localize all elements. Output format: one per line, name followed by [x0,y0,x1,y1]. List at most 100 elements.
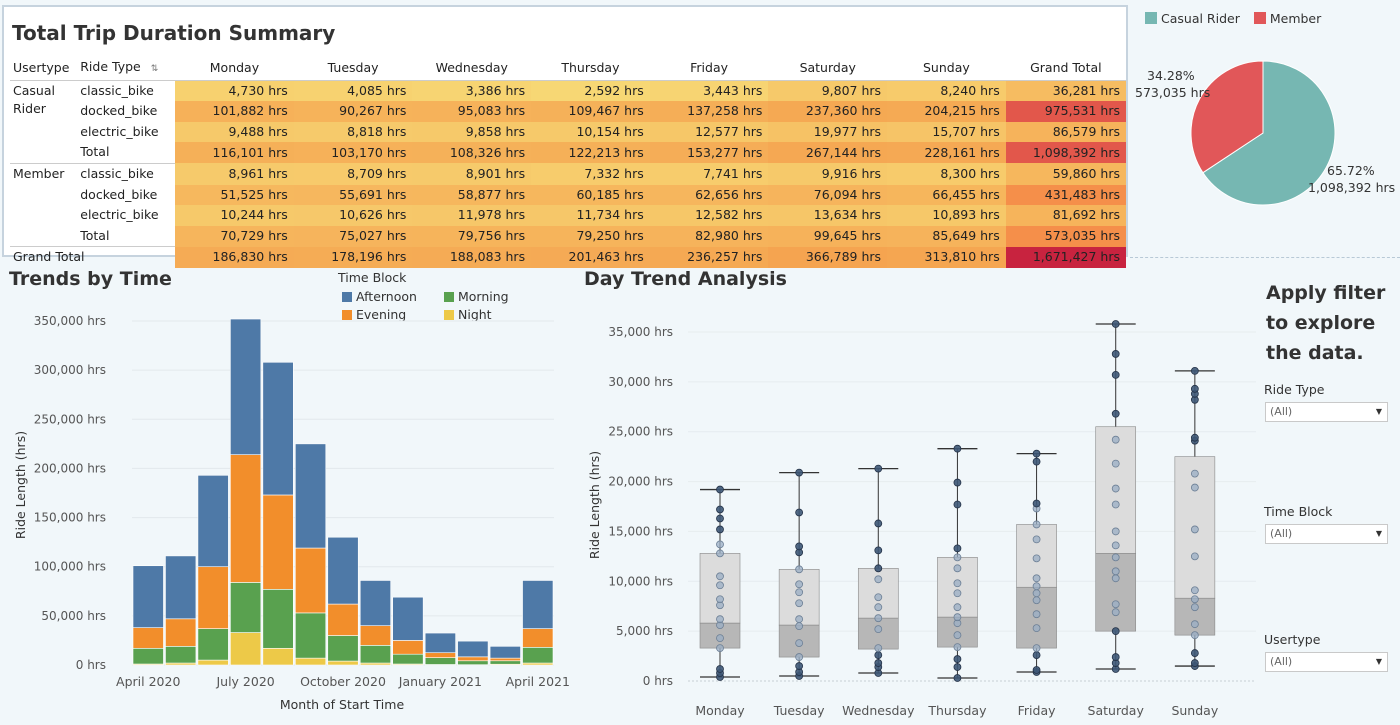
day-header[interactable]: Friday [649,57,769,81]
bar-segment[interactable] [132,565,164,628]
data-point[interactable] [1111,567,1120,576]
day-header[interactable]: Monday [175,57,294,81]
value-cell[interactable]: 975,531 hrs [1005,101,1126,122]
value-cell[interactable]: 51,525 hrs [175,184,294,206]
ride-type-cell[interactable]: docked_bike [80,103,158,119]
value-cell[interactable]: 79,250 hrs [531,225,650,247]
data-point[interactable] [1032,535,1041,544]
value-cell[interactable]: 99,645 hrs [768,225,888,247]
value-cell[interactable]: 101,882 hrs [175,101,294,122]
data-point[interactable] [795,622,804,631]
value-cell[interactable]: 366,789 hrs [768,246,888,268]
sort-icon[interactable]: ⇅ [150,64,159,74]
ride-type-dropdown[interactable]: (All) ▼ [1265,402,1388,422]
bar-segment[interactable] [262,361,294,496]
day-header[interactable]: Saturday [768,57,888,81]
data-point[interactable] [953,444,962,453]
data-point[interactable] [1190,384,1199,393]
data-point[interactable] [874,659,883,667]
usertype-header[interactable]: Usertype [10,57,78,81]
data-point[interactable] [1190,469,1199,478]
data-point[interactable] [1032,589,1041,598]
value-cell[interactable]: 90,267 hrs [293,101,413,122]
bar-segment[interactable] [424,657,456,665]
data-point[interactable] [1111,553,1120,562]
data-point[interactable] [716,540,724,549]
bar-segment[interactable] [262,494,294,590]
data-point[interactable] [1111,527,1120,536]
bar-segment[interactable] [230,582,262,633]
value-cell[interactable]: 70,729 hrs [175,225,294,247]
value-cell[interactable]: 8,709 hrs [293,163,413,185]
bar-segment[interactable] [165,555,197,620]
data-point[interactable] [716,595,724,604]
data-point[interactable] [953,663,962,671]
data-point[interactable] [1032,651,1041,659]
bar-segment[interactable] [165,618,197,647]
bar-segment[interactable] [197,628,229,661]
data-point[interactable] [716,549,724,558]
value-cell[interactable]: 8,300 hrs [887,163,1006,185]
bar-segment[interactable] [327,603,359,636]
value-cell[interactable]: 8,901 hrs [412,163,532,185]
data-point[interactable] [1032,499,1041,508]
data-point[interactable] [1032,644,1041,652]
data-point[interactable] [1111,627,1120,636]
value-cell[interactable]: 8,240 hrs [887,80,1006,102]
bar-segment[interactable] [489,657,521,662]
data-point[interactable] [716,644,724,652]
ride-type-header[interactable]: Ride Type ⇅ [77,57,176,81]
data-point[interactable] [953,643,962,651]
data-point[interactable] [953,544,962,553]
data-point[interactable] [1111,459,1120,468]
value-cell[interactable]: 4,730 hrs [175,80,294,102]
time-block-dropdown[interactable]: (All) ▼ [1265,524,1388,544]
usertype-cell[interactable]: Casual Rider [10,80,78,164]
bar-segment[interactable] [392,596,424,641]
data-point[interactable] [716,572,724,581]
value-cell[interactable]: 62,656 hrs [649,184,769,206]
value-cell[interactable]: 116,101 hrs [175,142,294,164]
data-point[interactable] [953,631,962,640]
value-cell[interactable]: 103,170 hrs [293,142,413,164]
value-cell[interactable]: 122,213 hrs [531,142,650,164]
data-point[interactable] [716,505,724,514]
value-cell[interactable]: 431,483 hrs [1005,184,1126,206]
data-point[interactable] [874,644,883,652]
data-point[interactable] [795,588,804,597]
value-cell[interactable]: 313,810 hrs [887,246,1006,268]
data-point[interactable] [1190,603,1199,612]
data-point[interactable] [1032,582,1041,591]
data-point[interactable] [1190,483,1199,492]
bar-segment[interactable] [262,589,294,649]
data-point[interactable] [874,614,883,623]
legend-item-evening[interactable]: Evening [342,306,406,324]
value-cell[interactable]: 75,027 hrs [293,225,413,247]
value-cell[interactable]: 11,734 hrs [531,205,650,226]
value-cell[interactable]: 186,830 hrs [175,246,294,268]
value-cell[interactable]: 1,098,392 hrs [1005,142,1126,164]
ride-type-cell[interactable]: electric_bike [80,123,159,139]
value-cell[interactable]: 9,488 hrs [175,121,294,143]
value-cell[interactable]: 11,978 hrs [412,205,532,226]
bar-segment[interactable] [522,628,554,648]
bar-segment[interactable] [392,653,424,665]
data-point[interactable] [1032,574,1041,583]
legend-item-member[interactable]: Member [1253,11,1321,26]
data-point[interactable] [874,464,883,473]
data-point[interactable] [795,508,804,517]
data-point[interactable] [1190,552,1199,561]
bar-segment[interactable] [359,645,391,664]
data-point[interactable] [1032,457,1041,466]
data-point[interactable] [795,542,804,551]
data-point[interactable] [716,485,724,494]
value-cell[interactable]: 236,257 hrs [649,246,769,268]
value-cell[interactable]: 10,893 hrs [887,205,1006,226]
data-point[interactable] [716,514,724,523]
data-point[interactable] [1190,631,1199,640]
pie-slice[interactable] [1190,60,1264,174]
bar-segment[interactable] [424,652,456,658]
bar-segment[interactable] [327,536,359,605]
data-point[interactable] [795,615,804,624]
value-cell[interactable]: 8,818 hrs [293,121,413,143]
